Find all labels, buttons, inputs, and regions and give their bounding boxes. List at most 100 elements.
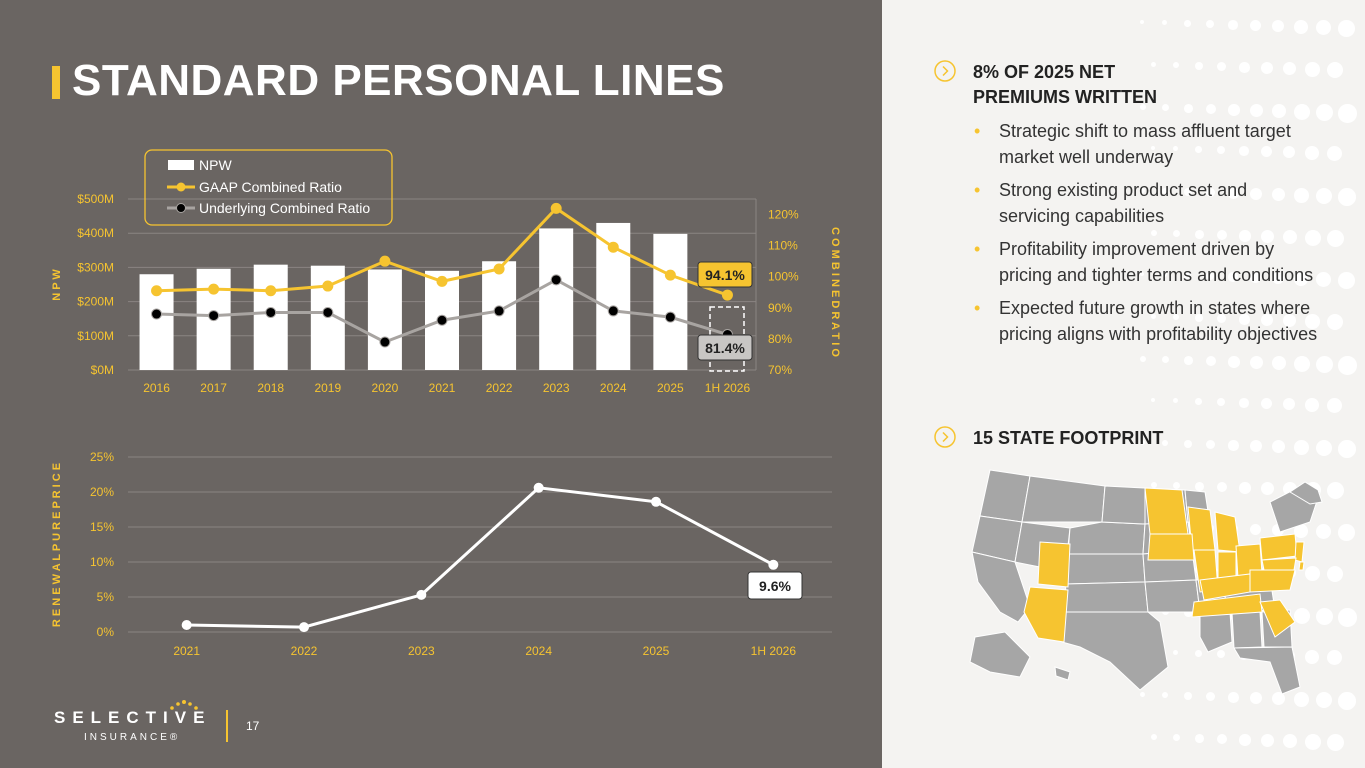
decorative-dot (1239, 734, 1251, 746)
gaap-last-callout: 94.1% (697, 261, 753, 288)
bullet-item: • Strong existing product set and servici… (974, 180, 1248, 226)
decorative-dot (1261, 62, 1273, 74)
decorative-dot (1195, 62, 1203, 70)
x-tick-label: 2024 (525, 644, 552, 658)
decorative-dot (1239, 398, 1249, 408)
underlying-last-label: 81.4% (705, 340, 745, 356)
decorative-dot (1272, 356, 1287, 371)
decorative-dot (1217, 314, 1227, 324)
us-map-icon (969, 469, 1323, 695)
state-pennsylvania (1259, 533, 1298, 561)
section-title-premiums: 8% OF 2025 NET PREMIUMS WRITTEN (973, 60, 1157, 110)
y-tick-label: 5% (97, 590, 115, 604)
y-tick-label: 20% (90, 485, 114, 499)
renewal-price-point (299, 622, 309, 633)
decorative-dot (1294, 692, 1309, 707)
decorative-dot (1338, 20, 1355, 37)
decorative-dot (1272, 104, 1287, 119)
page-title: STANDARD PERSONAL LINES (72, 56, 725, 105)
decorative-dot (1283, 314, 1297, 328)
gaap-ratio-point (664, 269, 676, 281)
decorative-dot (1294, 104, 1310, 120)
decorative-dot (1338, 356, 1357, 375)
decorative-dot (1173, 230, 1181, 238)
renewal-price-point (533, 482, 544, 493)
decorative-dot (1305, 734, 1321, 750)
chart2-ticks: 0% 5% 10% 15% 20% 25% 2021 2022 2023 2024 2025 1H 2… (90, 450, 796, 658)
state-tennessee (1191, 593, 1263, 618)
decorative-dot (1294, 524, 1308, 538)
decorative-dot (1184, 104, 1193, 113)
decorative-dot (1162, 20, 1168, 26)
gaap-ratio-point (322, 280, 334, 292)
gaap-ratio-point (550, 202, 562, 214)
decorative-dot (1338, 272, 1355, 289)
decorative-dot (1206, 188, 1216, 198)
x-tick-label: 2024 (600, 381, 627, 395)
y-axis-label-renewal: R E N E W A L P U R E P R I C E (51, 463, 63, 627)
gaap-ratio-point (607, 241, 619, 253)
decorative-dot (1294, 356, 1310, 372)
chart2-gridlines (128, 456, 832, 633)
gaap-ratio-point (208, 283, 220, 295)
legend-npw-swatch (168, 160, 194, 170)
decorative-dot (1272, 440, 1286, 454)
decorative-dot (1327, 62, 1344, 79)
decorative-dot (1151, 146, 1155, 150)
legend-gaap-label: GAAP Combined Ratio (199, 179, 342, 195)
y-tick-label: $500M (77, 192, 114, 206)
bullet-item: • Expected future growth in states where … (974, 298, 1318, 344)
y-tick-label: 15% (90, 520, 114, 534)
underlying-ratio-point (550, 274, 562, 286)
decorative-dot (1272, 188, 1286, 202)
decorative-dot (1184, 272, 1191, 279)
decorative-dot (1283, 734, 1298, 749)
decorative-dot (1261, 146, 1272, 157)
decorative-dot (1151, 398, 1155, 402)
decorative-dot (1151, 734, 1157, 740)
decorative-dot (1250, 356, 1263, 369)
y-axis-label: N P W (51, 269, 63, 301)
renewal-price-point (768, 559, 779, 570)
decorative-dot (1195, 146, 1202, 153)
decorative-dot (1294, 608, 1310, 624)
decorative-dot (1217, 398, 1226, 407)
decorative-dot (1140, 104, 1146, 110)
gaap-ratio-point (265, 285, 277, 297)
renewal-price-point (416, 589, 427, 600)
section-title-line2: PREMIUMS WRITTEN (973, 87, 1157, 107)
decorative-dot (1305, 230, 1321, 246)
decorative-dot (1261, 230, 1274, 243)
y-tick-label: $0M (91, 363, 114, 377)
decorative-dot (1316, 440, 1333, 457)
decorative-dot (1261, 398, 1272, 409)
left-panel (0, 0, 882, 768)
decorative-dot (1151, 62, 1156, 67)
decorative-dot (1250, 188, 1262, 200)
legend-underlying-marker (176, 203, 186, 213)
decorative-dot (1283, 146, 1296, 159)
underlying-ratio-point (322, 306, 334, 318)
decorative-dot (1327, 146, 1343, 162)
y2-tick-label: 70% (768, 363, 792, 377)
decorative-dot (1239, 230, 1251, 242)
y2-tick-label: 100% (768, 270, 799, 284)
state-iowa (1147, 533, 1195, 561)
decorative-dot (1173, 62, 1180, 69)
decorative-dot (1162, 104, 1170, 112)
decorative-dot (1338, 692, 1356, 710)
chevron-right-circle-icon (934, 426, 956, 448)
npw-bar (653, 233, 688, 370)
title-accent-bar (52, 66, 60, 99)
decorative-dot (1305, 62, 1320, 77)
x-tick-label: 2020 (372, 381, 399, 395)
decorative-dot (1239, 62, 1250, 73)
state-minnesota (1144, 487, 1189, 535)
x-tick-label: 2022 (486, 381, 513, 395)
decorative-dot (1140, 356, 1146, 362)
renewal-price-point (181, 620, 192, 630)
gaap-ratio-point (151, 285, 163, 297)
decorative-dot (1327, 734, 1345, 752)
decorative-dot (1294, 188, 1309, 203)
decorative-dot (1195, 734, 1204, 743)
